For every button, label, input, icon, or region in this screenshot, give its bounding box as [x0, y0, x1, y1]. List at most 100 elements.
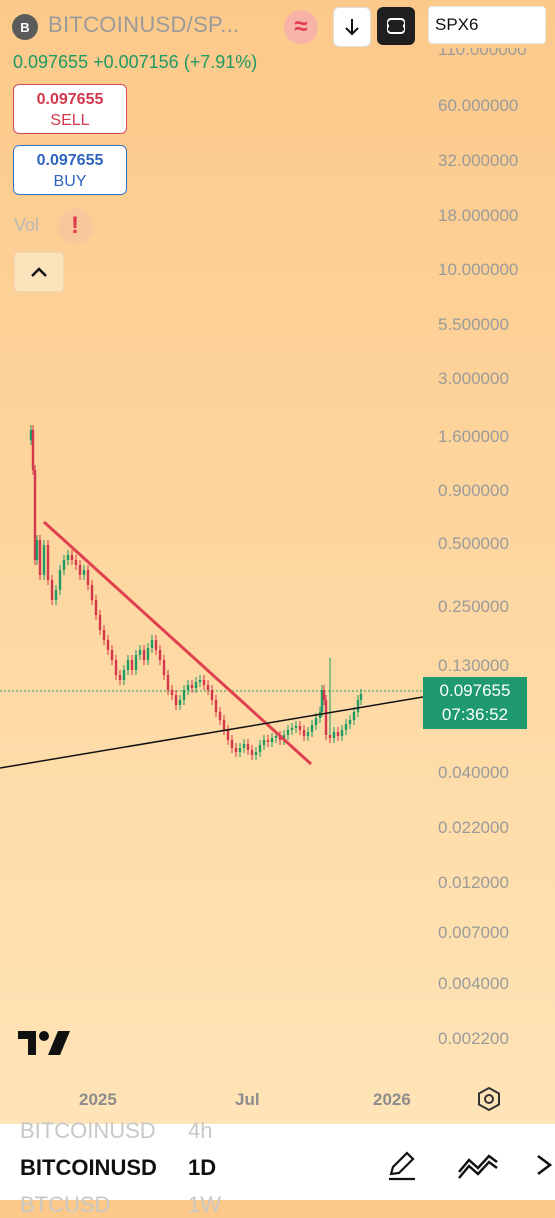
interval-row[interactable]: BITCOINUSD 4h — [20, 1118, 212, 1144]
candle-body — [126, 660, 130, 670]
settings-icon[interactable] — [476, 1086, 502, 1112]
candle-body — [186, 685, 190, 690]
downtrend-line — [42, 520, 313, 766]
more-icon[interactable] — [536, 1150, 552, 1180]
interval-symbol: BITCOINUSD — [20, 1155, 157, 1180]
candle-body — [58, 570, 62, 590]
candle-body — [262, 740, 266, 745]
price-tick: 0.007000 — [438, 923, 509, 942]
buy-label: BUY — [53, 173, 87, 190]
candle-body — [282, 735, 286, 740]
candle-body — [50, 580, 54, 600]
candle-body — [320, 690, 324, 712]
candle-body — [114, 660, 118, 675]
candle-body — [336, 732, 340, 736]
candle-body — [106, 640, 110, 650]
candle-body — [142, 650, 146, 660]
candle-body — [344, 724, 348, 730]
candle-body — [278, 736, 282, 740]
candle-body — [138, 650, 142, 655]
candle-body — [98, 615, 102, 630]
multi-line-icon[interactable] — [456, 1150, 500, 1180]
fullscreen-icon[interactable] — [377, 7, 415, 45]
candle-body — [90, 585, 94, 600]
candle-body — [214, 700, 218, 712]
candle-body — [146, 648, 150, 660]
candle-body — [194, 682, 198, 688]
candle-body — [340, 730, 344, 736]
candle-body — [31, 430, 35, 470]
candle-body — [130, 660, 134, 670]
candle-body — [206, 685, 210, 690]
candle-body — [86, 570, 90, 585]
candle-body — [54, 590, 58, 600]
candle-body — [328, 735, 332, 738]
current-price-tag: 0.097655 07:36:52 — [423, 677, 527, 729]
symbol-title[interactable]: BITCOINUSD/SP... — [48, 12, 240, 37]
candle-body — [70, 555, 74, 560]
candle-body — [302, 730, 306, 736]
interval-row-selected[interactable]: BITCOINUSD 1D — [20, 1155, 216, 1181]
interval-value: 1D — [188, 1155, 217, 1180]
time-label: 2025 — [79, 1090, 117, 1109]
candle-body — [246, 744, 250, 750]
price-tick: 0.004000 — [438, 974, 509, 993]
last-price: 0.097655 — [13, 52, 89, 72]
candle-body — [294, 726, 298, 728]
price-tick: 110.000000 — [438, 40, 527, 59]
candle-body — [218, 712, 222, 720]
price-tick: 60.000000 — [438, 96, 519, 115]
candle-body — [356, 700, 360, 712]
candle-body — [314, 718, 318, 725]
candle-body — [332, 732, 336, 738]
candle-body — [33, 470, 37, 560]
volume-label[interactable]: Vol — [14, 215, 40, 235]
candle-body — [202, 680, 206, 685]
candle-body — [322, 690, 326, 700]
interval-picker[interactable]: BITCOINUSD 4h BITCOINUSD 1D BTCUSD 1W — [0, 1118, 555, 1217]
price-change: +0.007156 — [93, 52, 179, 72]
candle-body — [122, 670, 126, 680]
candle-body — [174, 695, 178, 705]
price-tick: 32.000000 — [438, 151, 519, 170]
price-tick: 5.500000 — [438, 315, 509, 334]
candle-body — [250, 750, 254, 755]
price-tick: 3.000000 — [438, 369, 509, 388]
candles — [29, 425, 363, 760]
candle-body — [134, 655, 138, 670]
compare-icon[interactable]: ≈ — [284, 10, 318, 44]
current-price: 0.097655 — [439, 681, 511, 700]
candle-body — [82, 570, 86, 575]
buy-price: 0.097655 — [36, 152, 104, 169]
interval-value: 4h — [188, 1118, 213, 1143]
compare-symbol-input[interactable]: SPX6 — [428, 6, 546, 44]
interval-row[interactable]: BTCUSD 1W — [20, 1192, 221, 1218]
candle-body — [35, 540, 39, 560]
pencil-icon[interactable] — [385, 1148, 419, 1182]
candle-body — [238, 748, 242, 752]
warning-icon[interactable]: ! — [57, 208, 93, 244]
candle-body — [94, 600, 98, 615]
candle-body — [286, 730, 290, 735]
candle-body — [178, 700, 182, 705]
candle-body — [324, 700, 328, 735]
chevron-up-icon[interactable] — [14, 252, 64, 292]
candle-body — [166, 675, 170, 690]
tradingview-logo — [18, 1031, 70, 1055]
candle-body — [78, 565, 82, 575]
arrow-down-icon[interactable] — [333, 7, 371, 47]
candle-body — [274, 736, 278, 738]
time-label: Jul — [235, 1090, 260, 1109]
price-tick: 0.250000 — [438, 597, 509, 616]
candle-body — [230, 740, 234, 748]
price-change-pct: (+7.91%) — [183, 52, 258, 72]
candle-body — [310, 725, 314, 732]
sell-button[interactable]: 0.097655 SELL — [13, 84, 127, 134]
candle-body — [170, 690, 174, 695]
candle-body — [226, 730, 230, 740]
candle-body — [62, 560, 66, 570]
buy-button[interactable]: 0.097655 BUY — [13, 145, 127, 195]
candle-body — [38, 540, 42, 575]
symbol-badge[interactable]: B — [12, 14, 38, 40]
